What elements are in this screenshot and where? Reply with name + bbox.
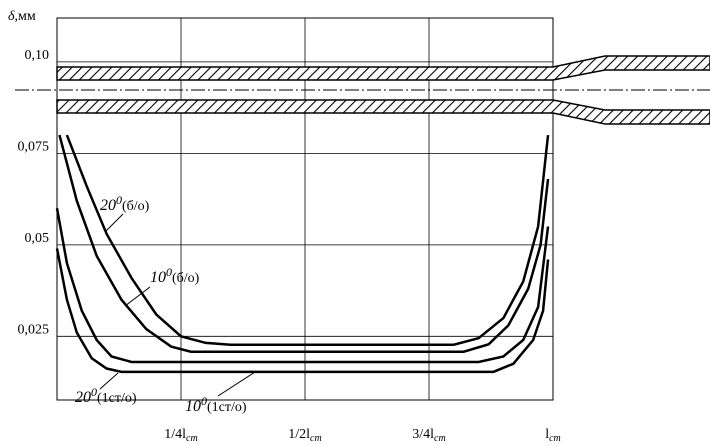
label-rest: (б/о)	[172, 271, 200, 286]
label-number: 10	[150, 269, 166, 286]
x-tick-label: 3/4lcm	[412, 427, 445, 444]
label-number: 20	[100, 197, 116, 214]
y-axis-label: δ,мм	[8, 9, 36, 24]
x-tick-label: 1/4lcm	[164, 427, 197, 444]
tube-drawing	[15, 55, 710, 125]
label-number: 20	[75, 389, 91, 406]
x-tick-text: 1/4l	[164, 427, 186, 442]
label-sup: 0	[91, 385, 97, 399]
x-tick-label: 1/2lcm	[288, 427, 321, 444]
x-tick-text: l	[545, 427, 549, 442]
y-symbol: δ	[8, 9, 15, 24]
y-tick-label: 0,025	[18, 322, 50, 337]
x-tick-subscript: cm	[434, 433, 446, 444]
curve	[65, 134, 550, 346]
label-number: 10	[185, 398, 201, 415]
y-tick-label: 0,10	[25, 48, 50, 63]
label-sup: 0	[166, 265, 172, 279]
curve-label: 200(б/о)	[100, 193, 150, 214]
label-sup: 0	[116, 193, 122, 207]
x-tick-label: lcm	[545, 427, 561, 444]
curve-label: 100(1ст/о)	[185, 394, 247, 415]
label-rest: (1ст/о)	[97, 391, 137, 406]
x-tick-subscript: cm	[549, 433, 561, 444]
x-tick-subscript: cm	[310, 433, 322, 444]
leader-line	[104, 213, 124, 233]
label-sup: 0	[201, 394, 207, 408]
y-tick-label: 0,05	[25, 231, 50, 246]
y-tick-label: 0,075	[18, 139, 50, 154]
leader-line	[124, 286, 151, 307]
curve	[55, 208, 550, 364]
curve	[58, 134, 550, 353]
leader-line	[99, 372, 119, 390]
label-rest: (б/о)	[122, 199, 150, 214]
y-unit: ,мм	[15, 9, 36, 24]
x-tick-text: 1/2l	[288, 427, 310, 442]
x-tick-subscript: cm	[186, 433, 198, 444]
x-tick-text: 3/4l	[412, 427, 434, 442]
curve	[55, 248, 550, 374]
leader-line	[217, 371, 256, 397]
label-rest: (1ст/о)	[207, 400, 247, 415]
curve-label: 200(1ст/о)	[75, 385, 137, 406]
curve-label: 100(б/о)	[150, 265, 200, 286]
